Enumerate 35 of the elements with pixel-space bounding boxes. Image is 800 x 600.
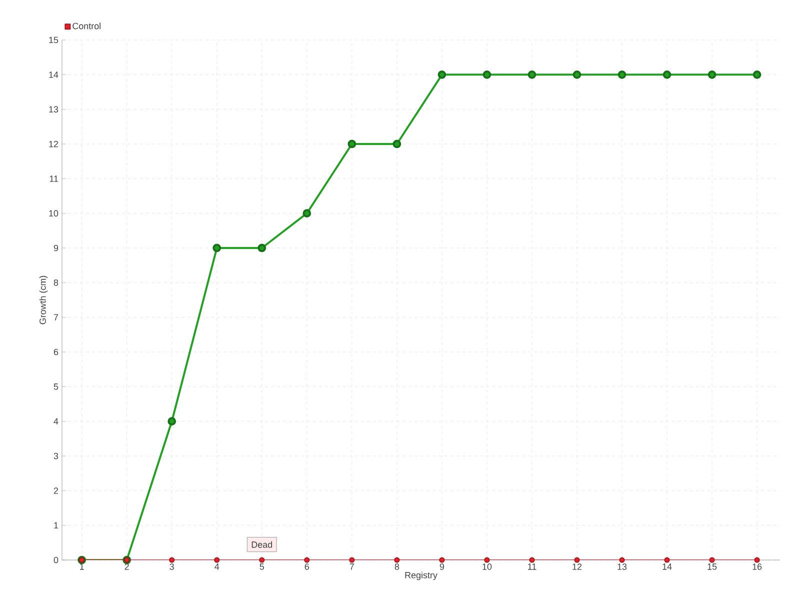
x-tick-label: 3 (170, 564, 174, 570)
x-tick-label: 8 (394, 564, 400, 570)
y-tick-label: 14 (49, 72, 58, 78)
y-tick-label: 2 (54, 488, 58, 494)
y-tick-label: 9 (54, 244, 58, 252)
y-tick-label: 5 (54, 384, 58, 390)
x-tick-label: 5 (260, 564, 264, 570)
legend-label: Control (72, 22, 100, 30)
x-tick-label: 14 (662, 564, 672, 570)
x-tick-label: 1 (80, 564, 84, 570)
y-tick-label: 12 (49, 140, 58, 148)
y-tick-label: 1 (54, 522, 58, 528)
annotation: Dead (252, 541, 272, 548)
y-tick-label: 13 (49, 106, 58, 113)
x-tick-label: 4 (214, 564, 220, 570)
y-tick-label: 4 (54, 418, 58, 424)
y-tick-label: 6 (54, 348, 58, 356)
x-axis-title: Registry (405, 572, 438, 580)
y-tick-label: 8 (54, 279, 58, 286)
x-tick-label: 16 (752, 564, 762, 570)
y-axis-title: Growth (cm) (39, 276, 48, 324)
y-tick-label: 3 (54, 452, 58, 460)
y-tick-label: 15 (49, 36, 58, 44)
y-tick-label: 7 (54, 314, 58, 320)
x-tick-label: 13 (618, 564, 627, 570)
y-tick-label: 0 (54, 556, 58, 564)
x-tick-label: 9 (440, 564, 444, 570)
y-tick-label: 10 (49, 210, 58, 217)
x-tick-label: 15 (708, 564, 717, 570)
x-tick-label: 10 (482, 564, 492, 570)
x-tick-label: 6 (304, 564, 309, 570)
x-tick-label: 12 (572, 564, 582, 570)
x-tick-label: 7 (350, 564, 354, 570)
y-tick-label: 11 (50, 176, 58, 182)
x-tick-label: 11 (528, 564, 536, 570)
